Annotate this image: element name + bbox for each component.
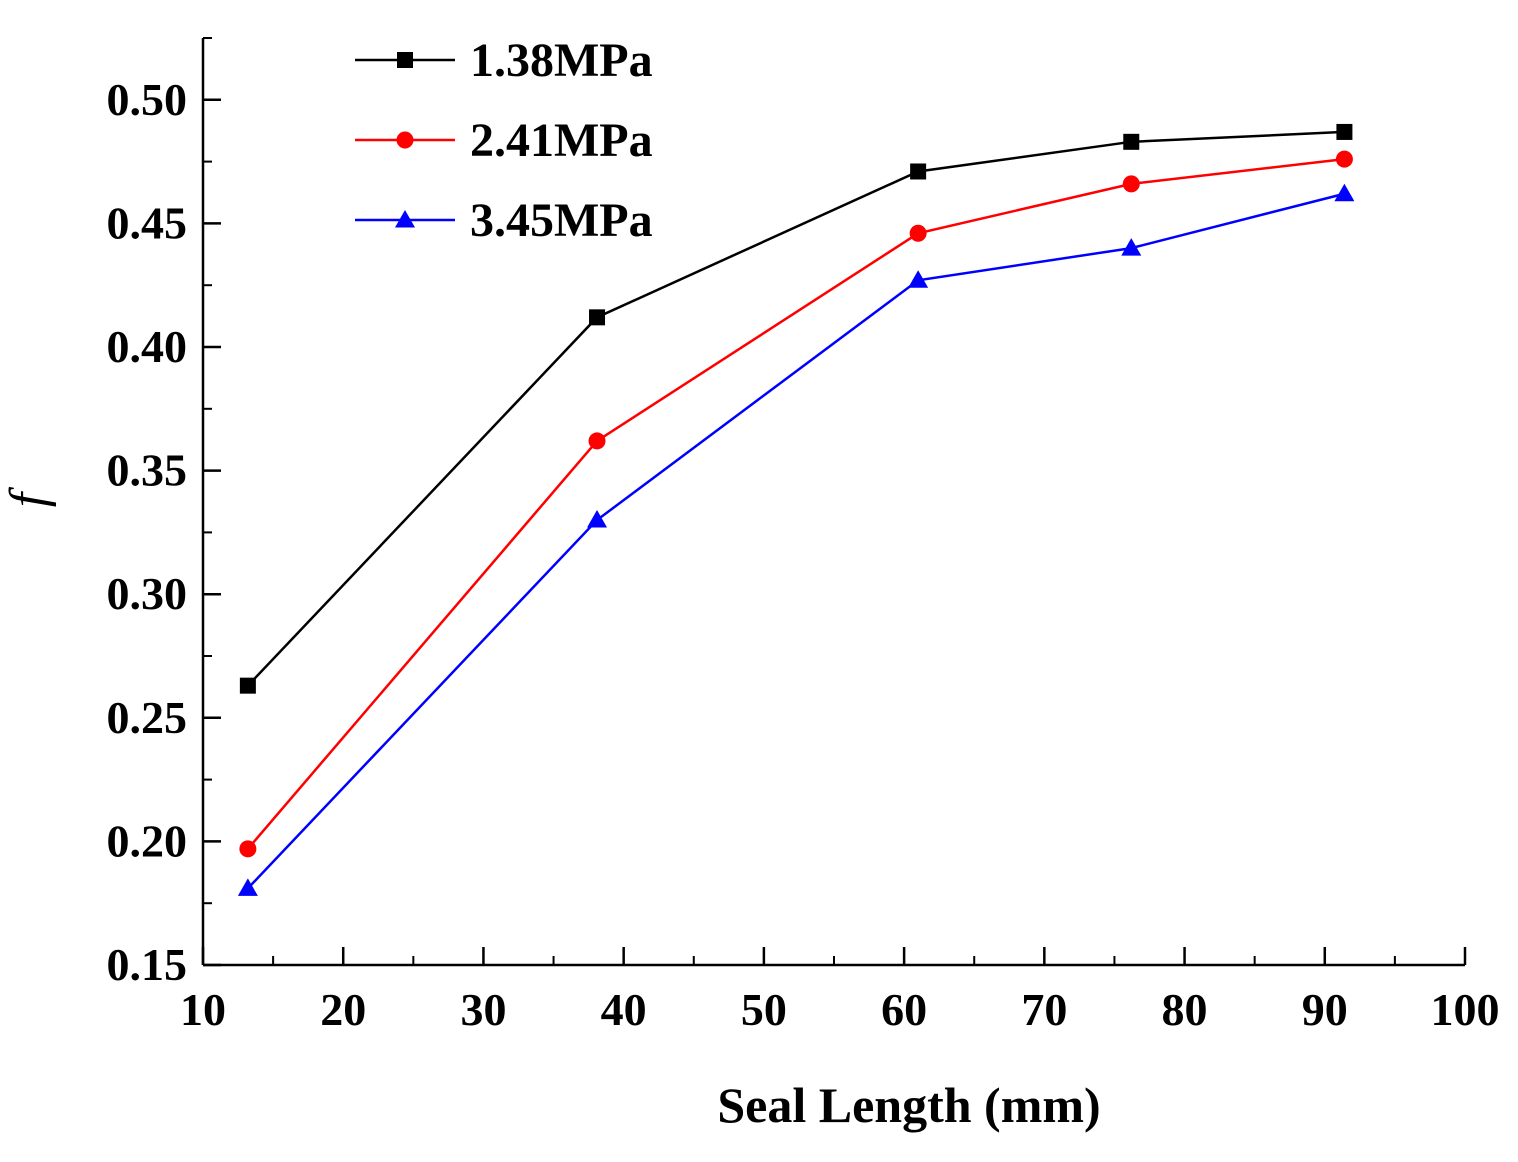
series-1.38MPa — [239, 123, 1353, 694]
series-line — [246, 130, 1345, 687]
legend-label: 3.45MPa — [470, 194, 653, 247]
series-3.45MPa — [237, 183, 1355, 896]
axes — [201, 38, 1465, 967]
y-tick-label: 0.35 — [107, 445, 188, 496]
x-tick-label: 90 — [1302, 984, 1348, 1035]
legend-item: 1.38MPa — [355, 34, 653, 87]
data-point — [587, 510, 608, 528]
y-tick-label: 0.30 — [107, 568, 188, 619]
data-point — [1123, 133, 1140, 150]
series — [237, 123, 1355, 896]
x-tick-label: 40 — [601, 984, 647, 1035]
data-point — [588, 432, 606, 450]
data-point — [1121, 238, 1142, 256]
legend-item: 2.41MPa — [355, 114, 653, 167]
data-point — [1336, 123, 1353, 140]
legend-marker — [397, 52, 413, 68]
x-tick-label: 50 — [741, 984, 787, 1035]
x-axis-title: Seal Length (mm) — [717, 1077, 1100, 1133]
y-tick-label: 0.15 — [107, 939, 188, 990]
legend-marker — [396, 131, 414, 149]
series-line — [246, 192, 1345, 890]
x-tick-label: 80 — [1162, 984, 1208, 1035]
legend-marker — [395, 210, 415, 228]
data-point — [1335, 150, 1353, 168]
legend-label: 1.38MPa — [470, 34, 653, 87]
data-point — [1122, 175, 1140, 193]
data-point — [1334, 183, 1355, 202]
x-tick-label: 10 — [180, 984, 226, 1035]
legend: 1.38MPa 2.41MPa 3.45MPa — [355, 34, 653, 247]
x-tick-label: 70 — [1021, 984, 1067, 1035]
legend-label: 2.41MPa — [470, 114, 653, 167]
x-tick-label: 30 — [460, 984, 506, 1035]
y-tick-label: 0.40 — [107, 321, 188, 372]
data-point — [589, 309, 606, 326]
x-tick-label: 60 — [881, 984, 927, 1035]
y-tick-label: 0.45 — [107, 197, 188, 248]
y-tick-label: 0.50 — [107, 74, 188, 125]
data-point — [239, 840, 257, 858]
x-tick-label: 100 — [1431, 984, 1500, 1035]
legend-item: 3.45MPa — [355, 194, 653, 247]
data-point — [910, 163, 927, 180]
series-line — [246, 157, 1345, 850]
data-point — [909, 224, 927, 242]
data-point — [239, 677, 256, 694]
y-tick-label: 0.20 — [107, 815, 188, 866]
x-tick-label: 20 — [320, 984, 366, 1035]
series-2.41MPa — [239, 150, 1353, 858]
data-point — [237, 878, 258, 896]
data-point — [908, 270, 929, 288]
ticks: 10 20 30 40 50 60 70 80 90 100 0.15 0.20 0.25 0.30 0.3… — [107, 37, 1500, 1035]
y-tick-label: 0.25 — [107, 692, 188, 743]
y-axis-title: f — [0, 486, 57, 507]
